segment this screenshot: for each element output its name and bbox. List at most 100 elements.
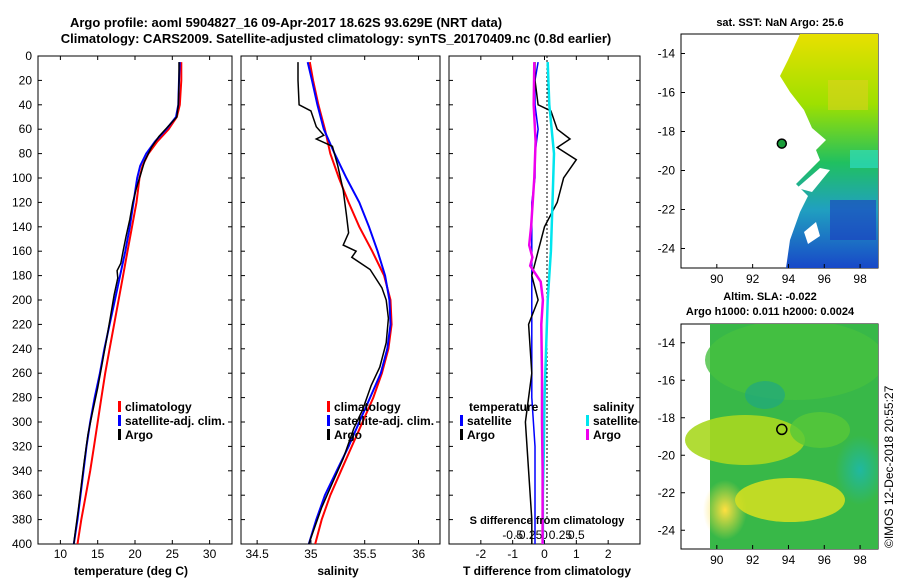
legend-swatch-climatology <box>118 401 121 412</box>
s-diff-argo-line <box>527 62 545 544</box>
map-y-tick-label: -20 <box>658 448 676 462</box>
depth-tick-label: 360 <box>12 488 32 502</box>
t-difference-axis-label: T difference from climatology <box>463 564 631 578</box>
s-diff-tick-label: -0.25 <box>515 528 543 542</box>
x-tick-label: 10 <box>54 547 68 561</box>
x-tick-label: 1 <box>573 547 580 561</box>
salinity-ticks: 34.5 35 35.5 36 <box>245 56 425 561</box>
depth-tick-label: 180 <box>12 269 32 283</box>
legend-swatch-satellite <box>327 415 330 426</box>
map-y-tick-label: -20 <box>658 164 676 178</box>
sst-map-title: sat. SST: NaN Argo: 25.6 <box>716 17 843 29</box>
legend-label: Argo <box>125 428 153 442</box>
title-line-2: Climatology: CARS2009. Satellite-adjuste… <box>61 31 612 46</box>
map-x-tick-label: 92 <box>746 553 760 567</box>
map-y-tick-label: -18 <box>658 411 676 425</box>
map-y-tick-label: -14 <box>658 336 676 350</box>
map-y-tick-label: -24 <box>658 523 676 537</box>
x-tick-label: 35 <box>304 547 318 561</box>
map-x-tick-label: 90 <box>710 553 724 567</box>
legend-swatch-argo <box>327 429 330 440</box>
depth-tick-label: 80 <box>19 147 33 161</box>
depth-tick-labels: 0 20 40 60 80 100 120 140 160 180 200 220 240 260 280 3… <box>12 49 640 551</box>
s-diff-tick-label: 0.25 <box>549 528 573 542</box>
sst-argo-position-marker <box>776 138 788 149</box>
depth-tick-label: 60 <box>19 122 33 136</box>
s-diff-tick-label: 0.5 <box>568 528 585 542</box>
title-line-1: Argo profile: aoml 5904827_16 09-Apr-201… <box>70 15 502 30</box>
map-x-tick-label: 94 <box>782 272 796 286</box>
x-tick-label: 20 <box>128 547 142 561</box>
legend-label: Argo <box>593 428 621 442</box>
legend-swatch-argo <box>118 429 121 440</box>
map-y-tick-label: -14 <box>658 47 676 61</box>
map-y-tick-label: -18 <box>658 125 676 139</box>
map-y-tick-label: -22 <box>658 203 676 217</box>
depth-tick-label: 380 <box>12 513 32 527</box>
legend-swatch-climatology <box>327 401 330 412</box>
legend-title-temperature: temperature <box>469 400 539 414</box>
legend-label: climatology <box>334 400 401 414</box>
temperature-legend: climatology satellite-adj. clim. Argo <box>118 400 225 442</box>
map-x-tick-label: 96 <box>818 272 832 286</box>
x-tick-label: 0 <box>541 547 548 561</box>
legend-label: climatology <box>125 400 192 414</box>
x-tick-label: 25 <box>166 547 180 561</box>
difference-legend: temperature satellite Argo salinity sate… <box>460 400 638 442</box>
depth-tick-label: 260 <box>12 366 32 380</box>
depth-tick-label: 20 <box>19 73 33 87</box>
depth-tick-label: 240 <box>12 342 32 356</box>
map-x-tick-label: 90 <box>710 272 724 286</box>
salinity-legend: climatology satellite-adj. clim. Argo <box>327 400 434 442</box>
sst-map-ticks: 90 92 94 96 98 -14 -16 -18 -20 -22 -24 <box>658 47 867 287</box>
depth-tick-label: 120 <box>12 195 32 209</box>
salinity-axis-label: salinity <box>317 564 359 578</box>
temperature-climatology-line <box>76 62 183 544</box>
x-tick-label: 36 <box>412 547 426 561</box>
legend-label: satellite-adj. clim. <box>125 414 225 428</box>
depth-tick-label: 400 <box>12 537 32 551</box>
depth-tick-label: 320 <box>12 439 32 453</box>
map-x-tick-label: 98 <box>853 553 867 567</box>
x-tick-label: 15 <box>91 547 105 561</box>
legend-swatch-t-satellite <box>460 415 463 426</box>
map-x-tick-label: 96 <box>818 553 832 567</box>
legend-label: satellite <box>467 414 512 428</box>
legend-label: satellite-adj. clim. <box>334 414 434 428</box>
s-difference-axis-label: S difference from climatology <box>470 515 626 527</box>
x-tick-label: 2 <box>605 547 612 561</box>
depth-tick-label: 300 <box>12 415 32 429</box>
depth-tick-label: 220 <box>12 317 32 331</box>
imos-timestamp: ©IMOS 12-Dec-2018 20:55:27 <box>882 385 896 548</box>
legend-swatch-s-argo <box>586 429 589 440</box>
sla-map-subtitle: Argo h1000: 0.011 h2000: 0.0024 <box>686 306 855 318</box>
depth-tick-label: 100 <box>12 171 32 185</box>
salinity-argo-line <box>297 62 390 544</box>
depth-tick-label: 280 <box>12 391 32 405</box>
sla-map-title: Altim. SLA: -0.022 <box>723 291 817 303</box>
temperature-axis-label: temperature (deg C) <box>74 564 188 578</box>
legend-label: Argo <box>334 428 362 442</box>
map-x-tick-label: 94 <box>782 553 796 567</box>
temperature-argo-line <box>73 62 180 544</box>
map-x-tick-label: 92 <box>746 272 760 286</box>
depth-tick-label: 140 <box>12 220 32 234</box>
depth-tick-label: 200 <box>12 293 32 307</box>
x-tick-label: -2 <box>475 547 486 561</box>
temperature-ticks: 10 15 20 25 30 <box>54 56 217 561</box>
sla-map-ticks: 90 92 94 96 98 -14 -16 -18 -20 -22 -24 <box>658 336 867 567</box>
legend-label: Argo <box>467 428 495 442</box>
depth-tick-label: 160 <box>12 244 32 258</box>
x-tick-label: 30 <box>203 547 217 561</box>
depth-tick-label: 340 <box>12 464 32 478</box>
map-y-tick-label: -16 <box>658 86 676 100</box>
legend-swatch-s-satellite <box>586 415 589 426</box>
map-y-tick-label: -16 <box>658 373 676 387</box>
map-x-tick-label: 98 <box>853 272 867 286</box>
sla-argo-position-marker <box>776 423 788 436</box>
s-diff-tick-label: 0 <box>541 528 548 542</box>
x-tick-label: 34.5 <box>245 547 269 561</box>
legend-swatch-t-argo <box>460 429 463 440</box>
x-tick-label: 35.5 <box>353 547 377 561</box>
